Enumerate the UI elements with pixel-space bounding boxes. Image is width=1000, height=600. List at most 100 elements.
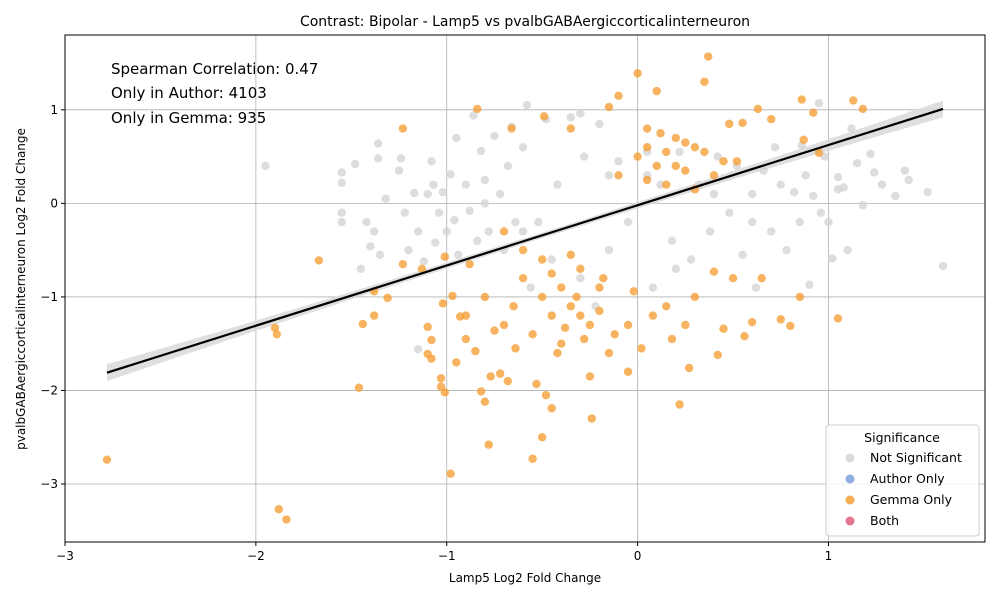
point-gemma-only (102, 455, 112, 464)
point-gemma-only (595, 283, 604, 292)
point-gemma-only (732, 157, 742, 166)
point-not-significant (614, 157, 623, 166)
x-tick-label: 0 (634, 549, 642, 563)
legend-entry-author-only: Author Only (870, 471, 945, 486)
point-gemma-only (486, 372, 495, 381)
point-gemma-only (537, 292, 547, 302)
point-not-significant (518, 143, 528, 152)
x-tick-label: −2 (247, 549, 265, 563)
point-gemma-only (566, 302, 576, 311)
legend-marker-both (845, 516, 855, 526)
point-not-significant (547, 255, 556, 264)
point-gemma-only (652, 161, 661, 171)
point-not-significant (442, 227, 451, 236)
point-not-significant (751, 283, 761, 292)
point-not-significant (503, 161, 513, 171)
chart-title: Contrast: Bipolar - Lamp5 vs pvalbGABAer… (300, 14, 750, 30)
point-gemma-only (440, 252, 450, 261)
point-gemma-only (809, 108, 818, 117)
point-gemma-only (595, 306, 604, 316)
point-gemma-only (740, 332, 749, 341)
point-not-significant (789, 187, 799, 197)
point-not-significant (824, 217, 833, 227)
point-not-significant (595, 119, 604, 129)
point-gemma-only (518, 274, 528, 283)
point-not-significant (480, 175, 490, 185)
point-not-significant (566, 113, 576, 122)
point-not-significant (705, 227, 715, 236)
point-gemma-only (585, 372, 595, 381)
legend-entry-not-significant: Not Significant (870, 450, 962, 465)
point-gemma-only (704, 52, 713, 61)
point-gemma-only (473, 104, 482, 114)
regression-line (106, 107, 944, 374)
point-gemma-only (747, 317, 757, 327)
point-not-significant (767, 227, 776, 236)
point-not-significant (526, 283, 535, 292)
point-not-significant (809, 191, 818, 201)
x-axis-label: Lamp5 Log2 Fold Change (449, 571, 601, 585)
point-not-significant (852, 158, 862, 168)
point-not-significant (675, 147, 684, 157)
point-gemma-only (495, 369, 505, 378)
point-not-significant (816, 208, 826, 217)
point-gemma-only (557, 283, 566, 292)
point-gemma-only (354, 383, 364, 392)
y-tick-label: −2 (40, 383, 58, 397)
point-gemma-only (614, 171, 623, 180)
point-gemma-only (633, 152, 642, 161)
point-gemma-only (675, 400, 684, 409)
point-not-significant (469, 111, 478, 120)
point-gemma-only (684, 363, 694, 373)
point-gemma-only (480, 292, 490, 302)
point-not-significant (337, 168, 346, 177)
point-not-significant (576, 109, 585, 118)
point-not-significant (490, 131, 499, 141)
point-gemma-only (566, 124, 576, 133)
x-axis-ticks: −3 −2 −1 0 1 (56, 542, 832, 563)
point-not-significant (847, 124, 856, 133)
point-gemma-only (709, 267, 719, 276)
point-gemma-only (532, 379, 541, 389)
point-not-significant (900, 166, 910, 175)
point-gemma-only (585, 320, 595, 330)
point-gemma-only (738, 118, 747, 128)
legend-marker-gemma-only (845, 495, 855, 505)
point-not-significant (434, 208, 444, 217)
point-gemma-only (767, 114, 776, 124)
point-gemma-only (398, 124, 408, 133)
point-gemma-only (452, 358, 461, 367)
point-not-significant (410, 188, 419, 198)
point-not-significant (725, 208, 734, 217)
point-gemma-only (572, 292, 581, 302)
point-gemma-only (858, 104, 868, 114)
point-gemma-only (642, 124, 652, 133)
point-not-significant (394, 166, 404, 175)
point-gemma-only (557, 339, 566, 348)
point-gemma-only (799, 135, 808, 144)
point-not-significant (579, 152, 589, 161)
point-not-significant (877, 180, 887, 189)
point-gemma-only (652, 86, 661, 96)
point-not-significant (858, 201, 868, 210)
point-not-significant (671, 264, 680, 274)
legend-frame (825, 424, 980, 537)
point-not-significant (484, 227, 493, 236)
point-gemma-only (547, 404, 556, 413)
data-points (102, 52, 948, 524)
point-gemma-only (725, 119, 734, 129)
point-not-significant (923, 187, 932, 197)
point-gemma-only (539, 112, 549, 121)
point-gemma-only (757, 274, 766, 283)
annotation-gemma-only: Only in Gemma: 935 (111, 109, 266, 127)
point-gemma-only (671, 161, 680, 171)
point-gemma-only (438, 299, 448, 308)
point-gemma-only (383, 293, 392, 303)
point-gemma-only (503, 376, 513, 386)
point-not-significant (446, 170, 455, 179)
point-gemma-only (623, 320, 633, 330)
point-gemma-only (560, 323, 570, 332)
point-gemma-only (642, 175, 652, 185)
point-gemma-only (537, 433, 547, 442)
